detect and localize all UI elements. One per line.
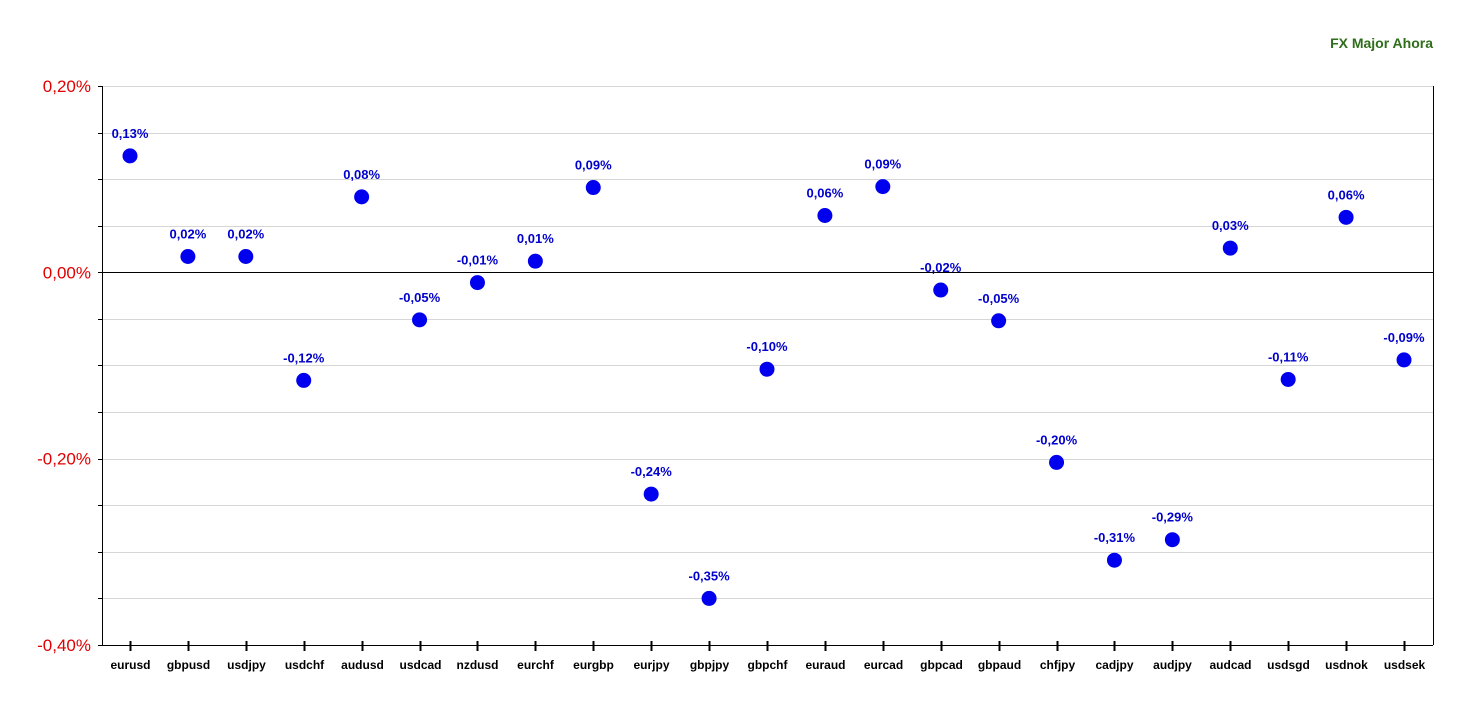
x-tick-label: audjpy bbox=[1153, 658, 1192, 672]
x-tick-label: usdchf bbox=[285, 658, 325, 672]
data-label: -0,10% bbox=[746, 339, 788, 354]
data-label: 0,13% bbox=[112, 126, 149, 141]
data-label: 0,08% bbox=[343, 167, 380, 182]
x-tick-label: audcad bbox=[1209, 658, 1251, 672]
data-label: 0,06% bbox=[806, 186, 843, 201]
data-point bbox=[354, 189, 370, 205]
x-tick-label: eurchf bbox=[517, 658, 555, 672]
y-tick-label: -0,20% bbox=[37, 450, 91, 469]
x-tick-label: chfjpy bbox=[1040, 658, 1076, 672]
y-tick-label: 0,20% bbox=[43, 77, 91, 96]
data-point bbox=[1049, 454, 1065, 470]
data-point bbox=[122, 148, 138, 164]
data-label: 0,09% bbox=[575, 158, 612, 173]
data-label: -0,05% bbox=[399, 290, 441, 305]
data-point bbox=[296, 372, 312, 388]
x-tick-label: gbpusd bbox=[167, 658, 210, 672]
x-tick-label: audusd bbox=[341, 658, 384, 672]
data-label: -0,01% bbox=[457, 253, 499, 268]
x-tick-label: eurcad bbox=[864, 658, 903, 672]
data-point bbox=[933, 282, 949, 298]
data-point bbox=[412, 312, 428, 328]
data-label: 0,02% bbox=[227, 226, 264, 241]
data-label: -0,35% bbox=[688, 568, 730, 583]
data-point bbox=[1106, 552, 1122, 568]
y-tick-label: -0,40% bbox=[37, 636, 91, 655]
data-point bbox=[1338, 209, 1354, 225]
data-label: 0,01% bbox=[517, 231, 554, 246]
data-point bbox=[469, 275, 485, 291]
x-tick-label: usdsgd bbox=[1267, 658, 1310, 672]
data-label: -0,05% bbox=[978, 291, 1020, 306]
data-point bbox=[759, 361, 775, 377]
data-label: -0,29% bbox=[1152, 510, 1194, 525]
data-label: 0,06% bbox=[1328, 187, 1365, 202]
data-label: 0,09% bbox=[864, 157, 901, 172]
data-point bbox=[180, 248, 196, 264]
data-label: -0,11% bbox=[1268, 349, 1309, 364]
x-tick-label: usdcad bbox=[399, 658, 441, 672]
data-label: 0,02% bbox=[169, 226, 206, 241]
data-label: -0,20% bbox=[1036, 432, 1078, 447]
data-label: 0,03% bbox=[1212, 218, 1249, 233]
chart-title: FX Major Ahora bbox=[1330, 35, 1433, 51]
data-point bbox=[991, 313, 1007, 329]
data-label: -0,24% bbox=[631, 464, 673, 479]
data-point bbox=[238, 248, 254, 264]
data-point bbox=[1396, 352, 1412, 368]
data-point bbox=[817, 208, 833, 224]
x-tick-label: eurjpy bbox=[633, 658, 669, 672]
x-tick-label: cadjpy bbox=[1095, 658, 1133, 672]
x-tick-label: gbpcad bbox=[920, 658, 963, 672]
x-tick-label: nzdusd bbox=[457, 658, 499, 672]
data-label: -0,12% bbox=[283, 350, 325, 365]
x-tick-label: eurusd bbox=[110, 658, 150, 672]
x-tick-label: usdjpy bbox=[227, 658, 266, 672]
x-tick-label: eurgbp bbox=[573, 658, 614, 672]
y-tick-label: 0,00% bbox=[43, 263, 91, 282]
x-tick-label: gbpaud bbox=[978, 658, 1021, 672]
data-point bbox=[875, 179, 891, 195]
data-point bbox=[1164, 532, 1180, 548]
data-point bbox=[701, 590, 717, 606]
x-tick-label: gbpchf bbox=[748, 658, 789, 672]
x-tick-label: usdnok bbox=[1325, 658, 1368, 672]
x-tick-label: euraud bbox=[805, 658, 845, 672]
x-tick-label: gbpjpy bbox=[690, 658, 730, 672]
x-tick-label: usdsek bbox=[1384, 658, 1426, 672]
data-label: -0,31% bbox=[1094, 530, 1136, 545]
data-point bbox=[527, 253, 543, 269]
data-point bbox=[585, 180, 601, 196]
data-point bbox=[643, 486, 659, 502]
data-point bbox=[1280, 371, 1296, 387]
data-label: -0,09% bbox=[1383, 330, 1425, 345]
data-point bbox=[1222, 240, 1238, 256]
data-label: -0,02% bbox=[920, 260, 962, 275]
